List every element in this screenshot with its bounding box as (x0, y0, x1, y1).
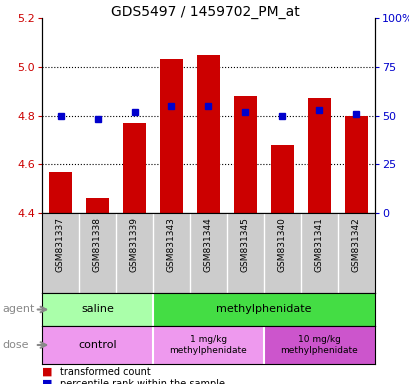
Text: GSM831341: GSM831341 (314, 217, 323, 272)
Text: GSM831345: GSM831345 (240, 217, 249, 272)
Bar (42, 326, 153, 364)
Text: GSM831338: GSM831338 (93, 217, 102, 272)
Text: agent: agent (2, 305, 34, 314)
Bar (123, 123, 145, 213)
Text: ■: ■ (42, 367, 52, 377)
Bar (308, 98, 330, 213)
Bar (234, 96, 256, 213)
Bar (49, 172, 72, 213)
Bar (153, 293, 374, 326)
Bar (344, 116, 367, 213)
Text: GSM831339: GSM831339 (130, 217, 139, 272)
Bar (86, 199, 108, 213)
Text: methylphenidate: methylphenidate (216, 305, 311, 314)
Text: control: control (78, 340, 117, 350)
Text: GSM831342: GSM831342 (351, 217, 360, 272)
Text: GSM831343: GSM831343 (166, 217, 175, 272)
Text: GDS5497 / 1459702_PM_at: GDS5497 / 1459702_PM_at (110, 5, 299, 19)
Bar (42, 293, 153, 326)
Text: 1 mg/kg
methylphenidate: 1 mg/kg methylphenidate (169, 335, 247, 355)
Text: transformed count: transformed count (60, 367, 151, 377)
Text: GSM831337: GSM831337 (56, 217, 65, 272)
Text: GSM831344: GSM831344 (204, 217, 213, 272)
Text: dose: dose (2, 340, 29, 350)
Text: percentile rank within the sample: percentile rank within the sample (60, 379, 225, 384)
Text: 10 mg/kg
methylphenidate: 10 mg/kg methylphenidate (280, 335, 357, 355)
Bar (197, 55, 219, 213)
Text: GSM831340: GSM831340 (277, 217, 286, 272)
Bar (153, 326, 263, 364)
Bar (263, 326, 374, 364)
Bar (271, 145, 293, 213)
Text: ■: ■ (42, 379, 52, 384)
Text: saline: saline (81, 305, 114, 314)
Bar (160, 60, 182, 213)
